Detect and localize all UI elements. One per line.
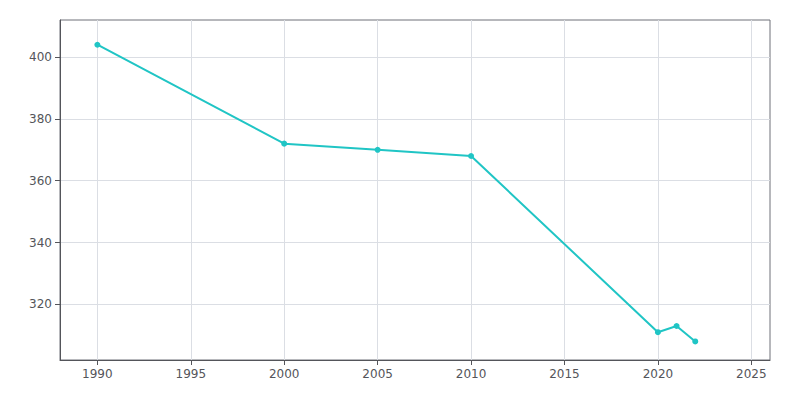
svg-text:340: 340 [29, 236, 52, 250]
svg-text:2020: 2020 [643, 367, 674, 381]
svg-text:2000: 2000 [269, 367, 300, 381]
svg-text:2010: 2010 [456, 367, 487, 381]
svg-text:2015: 2015 [549, 367, 580, 381]
svg-text:360: 360 [29, 174, 52, 188]
svg-text:1990: 1990 [82, 367, 113, 381]
svg-text:2025: 2025 [736, 367, 767, 381]
svg-text:400: 400 [29, 50, 52, 64]
svg-text:1995: 1995 [176, 367, 207, 381]
svg-text:380: 380 [29, 112, 52, 126]
svg-text:320: 320 [29, 297, 52, 311]
svg-text:2005: 2005 [362, 367, 393, 381]
